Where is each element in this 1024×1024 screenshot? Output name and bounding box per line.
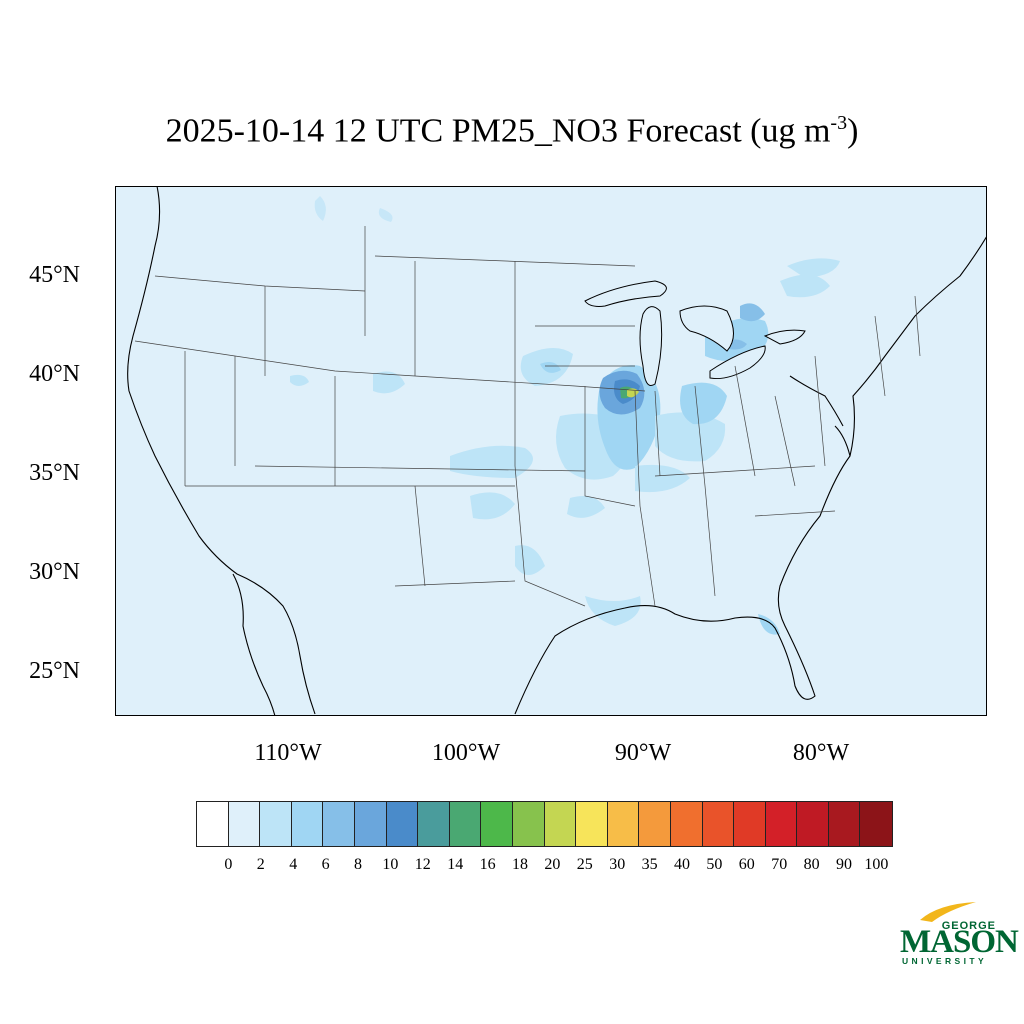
colorbar-cell xyxy=(797,802,829,846)
colorbar-tick-label: 40 xyxy=(674,856,690,873)
colorbar-tick-label: 2 xyxy=(256,856,265,873)
colorbar xyxy=(196,801,894,847)
colorbar-tick-label: 90 xyxy=(836,856,852,873)
colorbar-cell xyxy=(765,802,798,846)
colorbar-cell xyxy=(576,802,608,846)
latitude-label: 25°N xyxy=(29,658,80,684)
longitude-label: 100°W xyxy=(431,740,501,766)
colorbar-cell xyxy=(386,802,419,846)
colorbar-cell xyxy=(828,802,861,846)
colorbar-cell xyxy=(197,802,229,846)
colorbar-tick-label: 12 xyxy=(414,856,431,873)
map-panel xyxy=(115,186,987,716)
colorbar-tick-label: 25 xyxy=(576,856,593,873)
colorbar-cell xyxy=(512,802,545,846)
coastline xyxy=(127,186,987,716)
colorbar-tick-label: 30 xyxy=(609,856,626,873)
latitude-label: 40°N xyxy=(29,361,80,387)
map-background xyxy=(115,186,987,716)
colorbar-cell xyxy=(481,802,513,846)
colorbar-tick-label: 70 xyxy=(771,856,788,873)
colorbar-cell xyxy=(639,802,671,846)
logo-swoosh-icon xyxy=(920,902,976,922)
colorbar-cell xyxy=(418,802,450,846)
colorbar-cell xyxy=(449,802,482,846)
colorbar-tick-label: 14 xyxy=(447,856,464,873)
logo-mason: MASON xyxy=(900,924,1019,960)
colorbar-tick-label: 6 xyxy=(321,856,330,873)
title-text: 2025-10-14 12 UTC PM25_NO3 Forecast (ug … xyxy=(165,112,831,150)
colorbar-tick-label: 20 xyxy=(544,856,561,873)
longitude-label: 90°W xyxy=(614,740,672,766)
colorbar-cell xyxy=(354,802,387,846)
longitude-label: 80°W xyxy=(792,740,850,766)
colorbar-cell xyxy=(323,802,355,846)
colorbar-cell xyxy=(860,802,893,846)
colorbar-tick-label: 10 xyxy=(382,856,399,873)
colorbar-cell xyxy=(228,802,261,846)
latitude-label: 30°N xyxy=(29,559,80,585)
colorbar-tick-label: 80 xyxy=(803,856,820,873)
colorbar-cell xyxy=(607,802,640,846)
title-close: ) xyxy=(847,112,859,150)
colorbar-tick-label: 35 xyxy=(641,856,658,873)
colorbar-cell xyxy=(260,802,292,846)
colorbar-tick-label: 0 xyxy=(224,856,233,873)
colorbar-tick-label: 60 xyxy=(738,856,755,873)
colorbar-cell xyxy=(702,802,735,846)
colorbar-tick-label: 100 xyxy=(864,856,889,873)
colorbar-cell xyxy=(544,802,577,846)
logo-george: GEORGE xyxy=(941,920,996,932)
map-title: 2025-10-14 12 UTC PM25_NO3 Forecast (ug … xyxy=(0,112,1024,150)
colorbar-tick-label: 16 xyxy=(479,856,496,873)
logo-university: UNIVERSITY xyxy=(902,956,988,966)
latitude-label: 35°N xyxy=(29,460,80,486)
gmu-logo: GEORGE MASON UNIVERSITY xyxy=(898,900,1019,970)
map-border xyxy=(115,186,987,716)
colorbar-cell xyxy=(291,802,324,846)
colorbar-cell xyxy=(670,802,703,846)
great-lakes xyxy=(584,280,806,386)
colorbar-tick-label: 4 xyxy=(289,856,298,873)
title-exponent: -3 xyxy=(830,112,848,134)
state-borders xyxy=(134,226,921,607)
longitude-label: 110°W xyxy=(254,740,322,766)
colorbar-cell xyxy=(734,802,766,846)
colorbar-tick-label: 18 xyxy=(512,856,528,873)
colorbar-tick-label: 50 xyxy=(706,856,723,873)
latitude-label: 45°N xyxy=(29,262,80,288)
colorbar-tick-label: 8 xyxy=(354,856,362,873)
